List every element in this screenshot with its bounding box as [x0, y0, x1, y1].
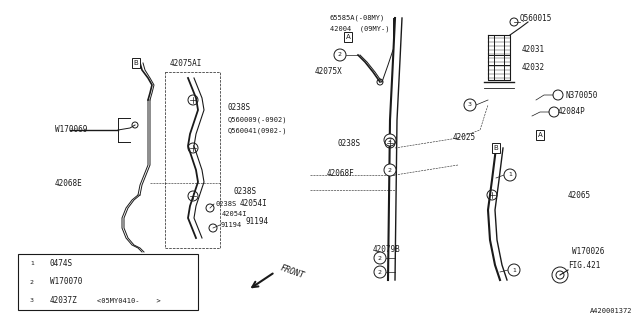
- Text: 2: 2: [30, 279, 34, 284]
- Text: 42084P: 42084P: [558, 108, 586, 116]
- Text: FIG.421: FIG.421: [568, 260, 600, 269]
- Text: 0238S: 0238S: [215, 201, 236, 207]
- Text: W170026: W170026: [572, 247, 604, 257]
- Text: 2: 2: [378, 269, 382, 275]
- Text: 1: 1: [30, 261, 34, 266]
- Text: FRONT: FRONT: [279, 263, 305, 281]
- Text: B: B: [134, 60, 138, 66]
- Circle shape: [374, 266, 386, 278]
- Text: 3: 3: [30, 298, 34, 303]
- Circle shape: [464, 99, 476, 111]
- Circle shape: [374, 252, 386, 264]
- Text: 42054I: 42054I: [240, 198, 268, 207]
- Circle shape: [334, 49, 346, 61]
- Text: 42068E: 42068E: [55, 179, 83, 188]
- Text: W170070: W170070: [50, 277, 83, 286]
- Text: <05MY0410-    >: <05MY0410- >: [97, 298, 161, 304]
- Text: 2: 2: [338, 52, 342, 58]
- Text: 42032: 42032: [522, 62, 545, 71]
- Text: B: B: [493, 145, 499, 151]
- Text: N370050: N370050: [565, 91, 597, 100]
- Circle shape: [384, 134, 396, 146]
- Text: 42075X: 42075X: [315, 68, 343, 76]
- Text: 42079B: 42079B: [373, 244, 401, 253]
- Text: A: A: [538, 132, 542, 138]
- Circle shape: [26, 295, 38, 307]
- Text: 91194: 91194: [221, 222, 243, 228]
- Text: 42054I: 42054I: [222, 211, 248, 217]
- Text: 42068F: 42068F: [327, 170, 355, 179]
- Circle shape: [508, 264, 520, 276]
- Text: W170069: W170069: [55, 125, 88, 134]
- Text: 2: 2: [378, 255, 382, 260]
- Text: 1: 1: [512, 268, 516, 273]
- Text: 0238S: 0238S: [233, 187, 256, 196]
- Text: 3: 3: [468, 102, 472, 108]
- Circle shape: [384, 164, 396, 176]
- Text: 0474S: 0474S: [50, 259, 73, 268]
- Text: 0238S: 0238S: [228, 103, 251, 113]
- Text: 91194: 91194: [246, 218, 269, 227]
- Text: 42075AI: 42075AI: [170, 59, 202, 68]
- Text: 42025: 42025: [453, 133, 476, 142]
- Text: 42065: 42065: [568, 190, 591, 199]
- Text: 42004  (09MY-): 42004 (09MY-): [330, 26, 390, 32]
- Text: 1: 1: [508, 172, 512, 178]
- Circle shape: [26, 257, 38, 269]
- Text: 2: 2: [388, 138, 392, 142]
- Text: Q560009(-0902): Q560009(-0902): [228, 117, 287, 123]
- Text: Q560015: Q560015: [520, 13, 552, 22]
- Text: Q560041(0902-): Q560041(0902-): [228, 128, 287, 134]
- Text: 42031: 42031: [522, 45, 545, 54]
- Text: A420001372: A420001372: [589, 308, 632, 314]
- Text: 42037Z: 42037Z: [50, 296, 77, 305]
- Bar: [18, 254, 198, 310]
- Text: A: A: [346, 34, 350, 40]
- Text: 2: 2: [388, 167, 392, 172]
- Text: 0238S: 0238S: [338, 139, 361, 148]
- Circle shape: [504, 169, 516, 181]
- Text: 65585A(-08MY): 65585A(-08MY): [330, 15, 385, 21]
- Circle shape: [26, 276, 38, 288]
